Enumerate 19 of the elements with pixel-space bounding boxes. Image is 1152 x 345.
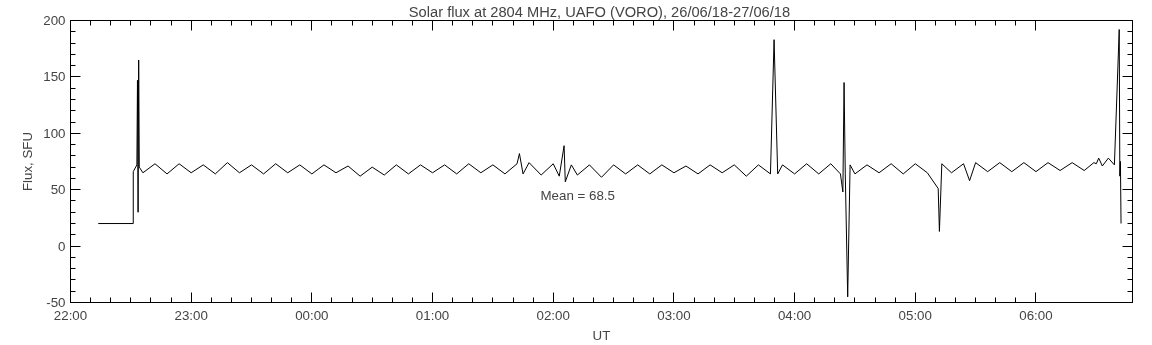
x-tick-label: 04:00 (777, 307, 812, 323)
x-tick-label: 06:00 (1019, 307, 1053, 323)
chart-title: Solar flux at 2804 MHz, UAFO (VORO), 26/06/18-27/06/18 (408, 3, 791, 20)
x-tick-label: 03:00 (657, 307, 691, 323)
y-tick-label: 200 (43, 13, 66, 28)
x-axis-title: UT (592, 327, 611, 343)
y-tick-label: 50 (50, 182, 66, 198)
y-tick-label: -50 (46, 295, 66, 310)
annotation: Mean = 68.5 (540, 187, 615, 203)
x-tick-label: 02:00 (536, 307, 570, 323)
x-tick-label: 23:00 (174, 307, 208, 323)
x-tick-label: 05:00 (898, 307, 932, 323)
y-tick-label: 100 (43, 125, 66, 141)
x-tick-label: 00:00 (295, 307, 329, 323)
y-axis-title: Flux, SFU (20, 131, 36, 192)
x-tick-label: 01:00 (415, 307, 450, 323)
x-tick-label: 22:00 (53, 307, 88, 323)
y-tick-label: 0 (58, 238, 66, 254)
y-tick-label: 150 (43, 69, 66, 85)
